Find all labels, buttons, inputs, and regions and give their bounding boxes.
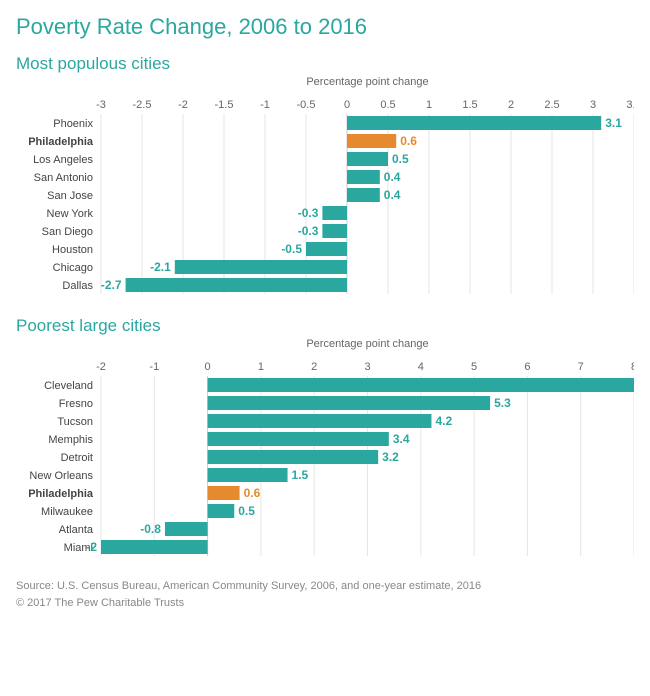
x-tick-label: 1 bbox=[258, 361, 264, 373]
category-label: Chicago bbox=[53, 262, 93, 274]
x-tick-label: 3.5 bbox=[626, 99, 634, 111]
x-tick-label: 8 bbox=[631, 361, 634, 373]
x-tick-label: 1.5 bbox=[462, 99, 477, 111]
value-label: 0.6 bbox=[400, 134, 417, 148]
category-label: Memphis bbox=[48, 434, 93, 446]
chart-block: Poorest large cities Percentage point cha… bbox=[16, 316, 634, 560]
category-label: Houston bbox=[52, 244, 93, 256]
bar bbox=[306, 242, 347, 256]
value-label: 0.5 bbox=[238, 504, 255, 518]
value-label: 0.4 bbox=[384, 188, 401, 202]
x-tick-label: 1 bbox=[426, 99, 432, 111]
x-tick-label: 0.5 bbox=[380, 99, 395, 111]
x-tick-label: 7 bbox=[578, 361, 584, 373]
value-label: 1.5 bbox=[292, 468, 309, 482]
bar bbox=[347, 188, 380, 202]
x-tick-label: -2 bbox=[96, 361, 106, 373]
page-title: Poverty Rate Change, 2006 to 2016 bbox=[16, 14, 634, 40]
axis-title: Percentage point change bbox=[16, 76, 634, 88]
bar bbox=[101, 540, 208, 554]
category-label: Philadelphia bbox=[28, 136, 94, 148]
bar bbox=[208, 504, 235, 518]
x-tick-label: -2.5 bbox=[133, 99, 152, 111]
bar-chart: -3 -2.5 -2 -1.5 -1 -0.5 0 0.5 1 1.5 2 2.5 3 3.5 Phoeni… bbox=[16, 92, 634, 298]
bar bbox=[322, 206, 347, 220]
category-label: Phoenix bbox=[53, 118, 93, 130]
x-tick-label: 3 bbox=[364, 361, 370, 373]
x-tick-label: -2 bbox=[178, 99, 188, 111]
value-label: -2 bbox=[86, 540, 97, 554]
category-label: San Diego bbox=[42, 226, 93, 238]
chart-subtitle: Poorest large cities bbox=[16, 316, 634, 336]
category-label: Philadelphia bbox=[28, 488, 94, 500]
footer-copyright: © 2017 The Pew Charitable Trusts bbox=[16, 595, 634, 612]
chart-block: Most populous cities Percentage point cha… bbox=[16, 54, 634, 298]
x-tick-label: 6 bbox=[524, 361, 530, 373]
value-label: 5.3 bbox=[494, 396, 511, 410]
x-tick-label: 2.5 bbox=[544, 99, 559, 111]
category-label: Tucson bbox=[57, 416, 93, 428]
x-tick-label: -1.5 bbox=[215, 99, 234, 111]
bar bbox=[208, 396, 490, 410]
x-tick-label: -3 bbox=[96, 99, 106, 111]
value-label: -0.3 bbox=[298, 224, 319, 238]
category-label: New York bbox=[47, 208, 94, 220]
value-label: 0.5 bbox=[392, 152, 409, 166]
value-label: 0.4 bbox=[384, 170, 401, 184]
category-label: New Orleans bbox=[29, 470, 93, 482]
x-tick-label: 2 bbox=[311, 361, 317, 373]
category-label: San Jose bbox=[47, 190, 93, 202]
x-tick-label: 0 bbox=[344, 99, 350, 111]
value-label: 4.2 bbox=[435, 414, 452, 428]
category-label: Los Angeles bbox=[33, 154, 93, 166]
bar bbox=[175, 260, 347, 274]
x-tick-label: 0 bbox=[205, 361, 211, 373]
bar bbox=[347, 134, 396, 148]
bar bbox=[165, 522, 208, 536]
value-label: 0.6 bbox=[244, 486, 261, 500]
category-label: Fresno bbox=[59, 398, 93, 410]
bar bbox=[208, 378, 634, 392]
bar bbox=[126, 278, 347, 292]
value-label: -0.3 bbox=[298, 206, 319, 220]
bar bbox=[347, 152, 388, 166]
value-label: -0.5 bbox=[281, 242, 302, 256]
value-label: 3.1 bbox=[605, 116, 622, 130]
bar bbox=[347, 116, 601, 130]
footer: Source: U.S. Census Bureau, American Com… bbox=[16, 578, 634, 611]
value-label: -0.8 bbox=[140, 522, 161, 536]
x-tick-label: 2 bbox=[508, 99, 514, 111]
value-label: 3.4 bbox=[393, 432, 410, 446]
bar bbox=[208, 414, 432, 428]
x-tick-label: -1 bbox=[260, 99, 270, 111]
category-label: Cleveland bbox=[44, 380, 93, 392]
value-label: -2.7 bbox=[101, 278, 122, 292]
bar bbox=[322, 224, 347, 238]
bar bbox=[208, 486, 240, 500]
category-label: Detroit bbox=[61, 452, 93, 464]
value-label: 3.2 bbox=[382, 450, 399, 464]
bar bbox=[208, 450, 379, 464]
x-tick-label: -1 bbox=[149, 361, 159, 373]
charts-container: Most populous cities Percentage point cha… bbox=[16, 54, 634, 560]
bar bbox=[347, 170, 380, 184]
category-label: Atlanta bbox=[59, 524, 94, 536]
x-tick-label: 4 bbox=[418, 361, 424, 373]
value-label: -2.1 bbox=[150, 260, 171, 274]
category-label: Milwaukee bbox=[41, 506, 93, 518]
bar-chart: -2-1012345678Cleveland8Fresno5.3Tucson4.… bbox=[16, 354, 634, 560]
x-tick-label: -0.5 bbox=[297, 99, 316, 111]
bar bbox=[208, 468, 288, 482]
x-tick-label: 3 bbox=[590, 99, 596, 111]
bar bbox=[208, 432, 389, 446]
axis-title: Percentage point change bbox=[16, 338, 634, 350]
chart-subtitle: Most populous cities bbox=[16, 54, 634, 74]
x-tick-label: 5 bbox=[471, 361, 477, 373]
category-label: Dallas bbox=[62, 280, 93, 292]
footer-source: Source: U.S. Census Bureau, American Com… bbox=[16, 578, 634, 595]
category-label: San Antonio bbox=[34, 172, 93, 184]
